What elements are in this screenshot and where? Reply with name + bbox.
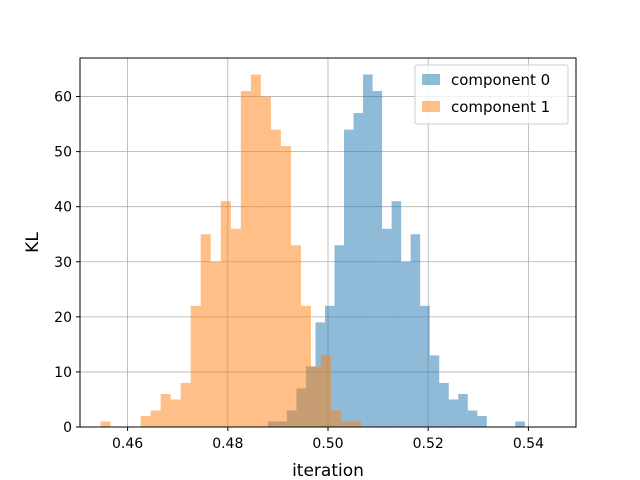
histogram-bar-component-0 — [334, 245, 345, 427]
y-tick-label: 60 — [54, 90, 72, 106]
y-tick-label: 40 — [54, 200, 72, 216]
histogram-bar-component-1 — [260, 96, 271, 427]
histogram-bar-component-1 — [160, 393, 171, 427]
x-tick-label: 0.46 — [112, 436, 143, 452]
histogram-bar-component-1 — [331, 410, 342, 427]
histogram-bar-component-1 — [290, 245, 301, 427]
y-tick-label: 50 — [54, 145, 72, 161]
y-tick-label: 20 — [54, 310, 72, 326]
histogram-bar-component-1 — [240, 91, 251, 428]
histogram-bar-component-1 — [210, 261, 221, 427]
bars-layer — [100, 74, 525, 428]
histogram-bar-component-0 — [458, 393, 468, 427]
histogram-bar-component-1 — [320, 355, 332, 427]
x-tick-label: 0.52 — [413, 436, 444, 452]
histogram-bar-component-1 — [270, 129, 281, 427]
histogram-bar-component-0 — [439, 382, 449, 427]
ticks-layer: 0.46 0.48 0.50 0.52 0.54 0 10 20 30 40 50 60 — [54, 90, 544, 452]
x-tick-label: 0.54 — [513, 436, 544, 452]
legend-label-component-1: component 1 — [451, 98, 550, 116]
histogram-bar-component-1 — [310, 366, 321, 427]
histogram-bar-component-1 — [170, 399, 181, 427]
legend-box — [414, 64, 569, 125]
y-axis-label: KL — [23, 232, 43, 253]
y-tick-label: 0 — [63, 420, 72, 436]
histogram-bar-component-0 — [429, 355, 440, 427]
histogram-bar-component-1 — [280, 146, 291, 428]
histogram-bar-component-1 — [341, 421, 352, 427]
y-tick-label: 30 — [54, 255, 72, 271]
histogram-bar-component-0 — [467, 410, 478, 427]
histogram-bar-component-0 — [353, 113, 364, 428]
histogram-bar-component-1 — [230, 228, 241, 427]
histogram-bar-component-1 — [300, 305, 311, 427]
histogram-bar-component-0 — [372, 91, 383, 428]
x-tick-label: 0.50 — [312, 436, 343, 452]
histogram-bar-component-1 — [190, 305, 201, 427]
histogram-bar-component-0 — [363, 74, 373, 427]
histogram-bar-component-1 — [140, 415, 151, 427]
legend: component 0 component 1 — [414, 64, 569, 125]
histogram-bar-component-1 — [200, 234, 211, 427]
histogram-bar-component-1 — [351, 421, 362, 427]
histogram-bar-component-1 — [180, 382, 191, 427]
histogram-bar-component-0 — [477, 415, 487, 427]
histogram-bar-component-0 — [382, 228, 392, 427]
y-tick-label: 10 — [54, 365, 72, 381]
histogram-bar-component-1 — [150, 410, 161, 427]
legend-label-component-0: component 0 — [451, 71, 550, 89]
histogram-bar-component-1 — [100, 421, 111, 427]
histogram-bar-component-0 — [344, 129, 354, 427]
histogram-bar-component-0 — [391, 201, 402, 427]
histogram-bar-component-1 — [220, 201, 231, 427]
x-axis-label: iteration — [292, 461, 364, 480]
histogram-bar-component-0 — [448, 399, 459, 427]
histogram-bar-component-1 — [250, 74, 261, 427]
histogram-bar-component-0 — [401, 261, 411, 427]
histogram-bar-component-0 — [410, 234, 421, 427]
legend-swatch-component-0 — [422, 74, 440, 85]
histogram-bar-component-0 — [420, 305, 430, 427]
histogram-bar-component-0 — [515, 421, 525, 427]
legend-swatch-component-1 — [422, 101, 440, 112]
x-tick-label: 0.48 — [212, 436, 243, 452]
